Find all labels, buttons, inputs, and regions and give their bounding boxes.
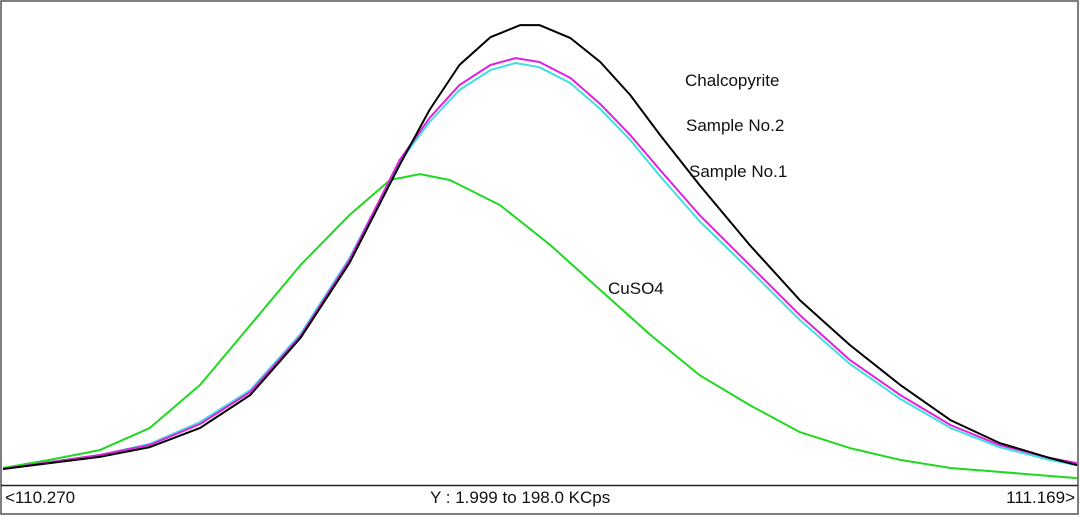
x-max-label: 111.169> xyxy=(1006,488,1075,507)
label-sample-no2: Sample No.2 xyxy=(686,116,785,135)
label-cuso4: CuSO4 xyxy=(608,279,664,298)
series-line-sample-no-1 xyxy=(2,62,1078,470)
y-range-label: Y : 1.999 to 198.0 KCps xyxy=(430,488,611,507)
label-sample-no1: Sample No.1 xyxy=(689,162,788,181)
label-chalcopyrite: Chalcopyrite xyxy=(685,71,780,90)
series-line-chalcopyrite xyxy=(2,24,1078,470)
series-line-sample-no-2 xyxy=(2,57,1078,470)
x-min-label: <110.270 xyxy=(5,488,76,507)
series-line-cuso4 xyxy=(2,173,1078,480)
